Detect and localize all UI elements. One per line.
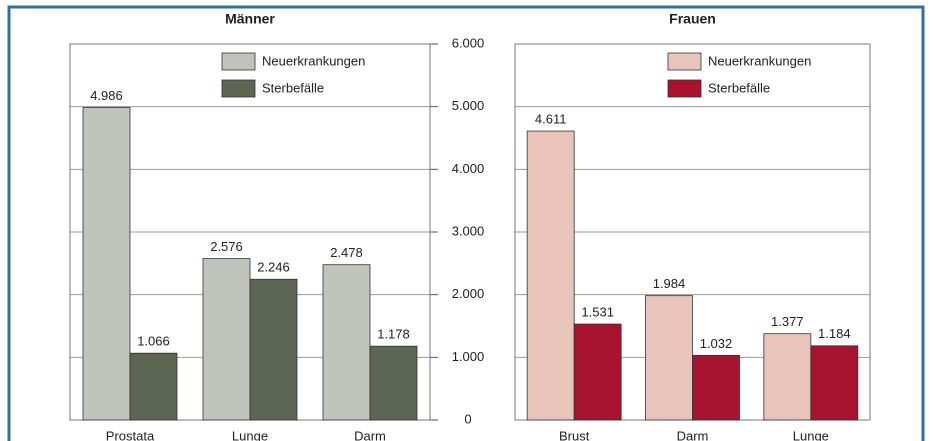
- chart-title: Frauen: [669, 11, 716, 27]
- value-label: 1.066: [137, 334, 170, 349]
- value-label: 1.178: [377, 327, 410, 342]
- value-label: 2.246: [257, 260, 290, 275]
- value-label: 1.984: [653, 276, 686, 291]
- legend-label: Sterbefälle: [708, 80, 770, 95]
- value-label: 1.377: [771, 314, 804, 329]
- y-tick-label: 6.000: [452, 35, 485, 50]
- value-label: 1.531: [581, 304, 614, 319]
- legend-swatch: [221, 52, 256, 71]
- x-tick-label: Lunge: [793, 428, 829, 441]
- x-tick-label: Darm: [677, 428, 709, 441]
- x-tick-label: Brust: [559, 428, 590, 441]
- legend-swatch: [667, 79, 702, 98]
- value-label: 2.478: [330, 245, 363, 260]
- chart-title: Männer: [225, 11, 275, 27]
- x-tick-label: Darm: [354, 428, 386, 441]
- bar: [645, 295, 693, 421]
- y-tick-label: 5.000: [452, 98, 485, 113]
- value-label: 4.611: [535, 111, 567, 126]
- legend-label: Neuerkrankungen: [708, 53, 811, 68]
- y-tick-label: 3.000: [452, 223, 485, 238]
- x-tick-label: Prostata: [106, 428, 155, 441]
- legend-label: Neuerkrankungen: [262, 53, 365, 68]
- y-tick-label: 2.000: [452, 286, 485, 301]
- bar: [129, 352, 178, 421]
- value-label: 1.032: [700, 336, 733, 351]
- value-label: 2.576: [210, 239, 243, 254]
- x-tick-label: Lunge: [232, 428, 268, 441]
- legend-label: Sterbefälle: [262, 80, 324, 95]
- legend-swatch: [667, 52, 702, 71]
- bar: [810, 345, 859, 421]
- bar: [369, 345, 418, 421]
- value-label: 4.986: [90, 88, 123, 103]
- y-tick-label: 4.000: [452, 161, 485, 176]
- value-label: 1.184: [818, 326, 851, 341]
- bar: [202, 258, 251, 421]
- bar: [82, 107, 131, 421]
- bar: [526, 130, 575, 421]
- bar: [763, 333, 812, 421]
- y-tick-label: 0: [464, 411, 471, 426]
- legend-swatch: [221, 79, 256, 98]
- y-tick-label: 1.000: [452, 349, 485, 364]
- bar: [249, 278, 298, 421]
- bar: [322, 264, 371, 421]
- bar: [692, 354, 740, 421]
- bar: [573, 323, 622, 421]
- frame: [7, 5, 925, 441]
